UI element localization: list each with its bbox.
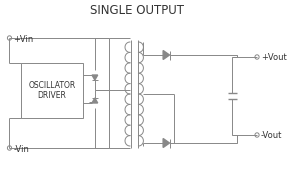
Polygon shape <box>92 75 98 80</box>
Text: OSCILLATOR: OSCILLATOR <box>29 81 76 90</box>
Polygon shape <box>163 139 170 148</box>
Polygon shape <box>92 98 98 103</box>
Text: -Vin: -Vin <box>13 144 29 154</box>
Text: DRIVER: DRIVER <box>38 91 66 100</box>
Text: SINGLE OUTPUT: SINGLE OUTPUT <box>90 4 184 16</box>
Text: +Vin: +Vin <box>13 35 34 44</box>
Bar <box>21 63 84 118</box>
Polygon shape <box>163 50 170 59</box>
Text: +Vout: +Vout <box>261 54 287 63</box>
Text: -Vout: -Vout <box>261 132 282 140</box>
